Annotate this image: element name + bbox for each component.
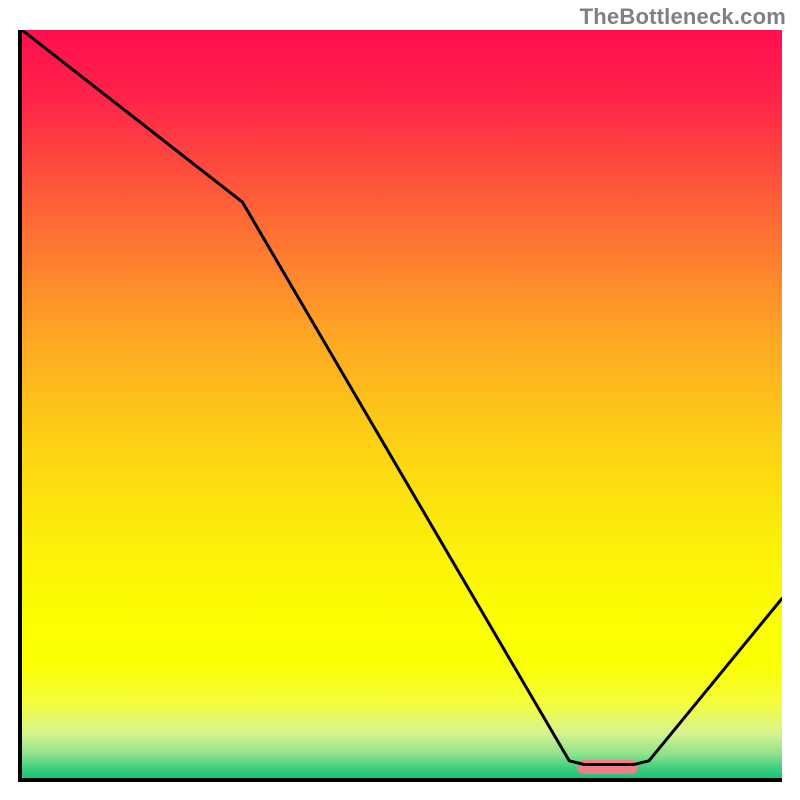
x-axis (18, 778, 782, 782)
attribution-label: TheBottleneck.com (580, 4, 786, 30)
y-axis (18, 30, 22, 782)
plot-area (18, 30, 782, 782)
bottleneck-curve (22, 30, 782, 778)
curve-polyline (22, 30, 782, 765)
chart-container: { "attribution": { "text": "TheBottlenec… (0, 0, 800, 800)
